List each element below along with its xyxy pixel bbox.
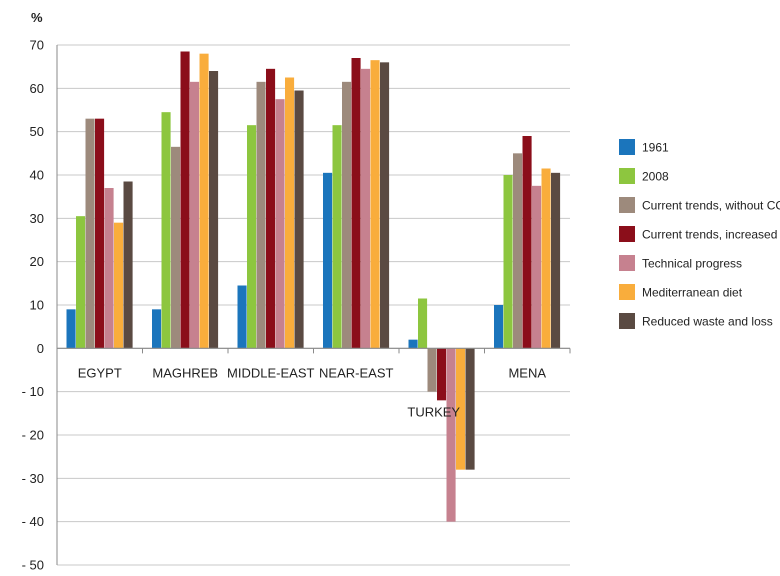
bar	[342, 81, 352, 349]
y-tick-label: 20	[30, 254, 44, 269]
y-tick-label: - 30	[22, 471, 44, 486]
category-label: TURKEY	[407, 404, 460, 419]
bar	[171, 146, 181, 349]
bar	[332, 125, 342, 349]
legend-swatch	[619, 255, 635, 271]
legend: 1961 2008 Current trends, without CC Curren…	[619, 139, 780, 329]
bars	[66, 51, 561, 522]
y-tick-label: 40	[30, 168, 44, 183]
legend-swatch	[619, 197, 635, 213]
bar	[456, 348, 466, 470]
legend-swatch	[619, 226, 635, 242]
y-tick-label: 10	[30, 298, 44, 313]
bar	[513, 153, 523, 349]
bar	[256, 81, 266, 349]
bar	[275, 99, 285, 349]
bar	[351, 58, 361, 349]
legend-label: Current trends, increased CC	[642, 228, 780, 242]
bar	[418, 298, 428, 349]
bar	[427, 348, 437, 392]
bar	[95, 118, 105, 349]
y-tick-label: 60	[30, 81, 44, 96]
bar	[104, 188, 114, 349]
legend-label: Mediterranean diet	[642, 286, 743, 300]
legend-label: Technical progress	[642, 257, 742, 271]
bar	[123, 181, 133, 349]
bar	[361, 68, 371, 349]
bar	[190, 81, 200, 349]
bar	[180, 51, 190, 349]
y-tick-label: - 40	[22, 514, 44, 529]
bar	[437, 348, 447, 401]
bar	[541, 168, 551, 349]
bar	[446, 348, 456, 522]
y-tick-label: 0	[37, 341, 44, 356]
y-tick-label: - 20	[22, 428, 44, 443]
bar	[209, 71, 219, 349]
legend-swatch	[619, 168, 635, 184]
bar	[66, 309, 76, 349]
bar	[237, 285, 247, 349]
bar	[551, 172, 561, 349]
bar	[161, 112, 171, 349]
legend-label: 2008	[642, 170, 669, 184]
bar	[247, 125, 257, 349]
legend-label: 1961	[642, 141, 669, 155]
bar	[465, 348, 475, 470]
bar	[532, 185, 542, 349]
y-tick-label: 50	[30, 124, 44, 139]
bar	[114, 222, 124, 349]
bar	[494, 305, 504, 349]
bar	[503, 175, 513, 349]
legend-label: Reduced waste and loss	[642, 315, 773, 329]
category-label: MIDDLE-EAST	[227, 365, 314, 380]
bar	[152, 309, 162, 349]
bar	[85, 118, 95, 349]
y-tick-label: 70	[30, 38, 44, 53]
bar	[323, 172, 333, 349]
y-tick-label: - 10	[22, 384, 44, 399]
bar	[408, 339, 418, 349]
category-label: NEAR-EAST	[319, 365, 393, 380]
y-tick-label: 30	[30, 211, 44, 226]
bar	[522, 136, 532, 349]
grid-lines	[57, 44, 570, 566]
bar	[370, 60, 380, 349]
bar	[76, 216, 86, 349]
legend-label: Current trends, without CC	[642, 199, 780, 213]
y-axis-unit-label: %	[31, 10, 43, 25]
bar	[294, 90, 304, 349]
legend-swatch	[619, 284, 635, 300]
bar	[380, 62, 390, 349]
category-label: MENA	[508, 365, 546, 380]
legend-swatch	[619, 139, 635, 155]
bar	[199, 53, 209, 349]
category-label: MAGHREB	[152, 365, 218, 380]
legend-swatch	[619, 313, 635, 329]
bar	[266, 68, 276, 349]
bar	[285, 77, 295, 349]
axes: 70 60 50 40 30 20 10 0 - 10 - 20 - 30 - 40 - 50 EGYPT…	[22, 38, 571, 573]
y-tick-label: - 50	[22, 558, 44, 572]
category-label: EGYPT	[78, 365, 122, 380]
